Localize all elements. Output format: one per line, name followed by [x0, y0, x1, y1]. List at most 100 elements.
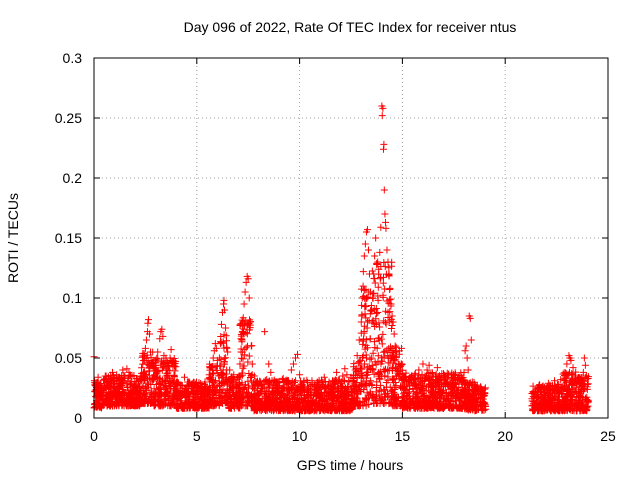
data-point	[391, 390, 399, 398]
data-point	[139, 374, 147, 382]
data-point	[239, 327, 247, 335]
data-point	[389, 318, 397, 326]
data-point	[147, 353, 155, 361]
data-point	[250, 372, 258, 380]
data-point	[382, 320, 390, 328]
data-point	[254, 396, 262, 404]
data-point	[548, 382, 556, 390]
data-point	[167, 384, 175, 392]
data-point	[419, 360, 427, 368]
data-point	[112, 394, 120, 402]
data-point	[160, 381, 168, 389]
data-point	[151, 371, 159, 379]
data-point	[245, 391, 253, 399]
data-point	[266, 377, 274, 385]
data-point	[436, 374, 444, 382]
data-point	[562, 399, 570, 407]
data-point	[563, 390, 571, 398]
data-point	[341, 393, 349, 401]
x-tick-label: 25	[600, 428, 616, 444]
data-point	[377, 381, 385, 389]
data-point	[125, 390, 133, 398]
data-point	[578, 374, 586, 382]
data-point	[390, 330, 398, 338]
data-point	[387, 325, 395, 333]
data-point	[183, 392, 191, 400]
data-point	[389, 359, 397, 367]
data-point	[300, 378, 308, 386]
data-point	[115, 384, 123, 392]
data-point	[455, 375, 463, 383]
data-point	[159, 378, 167, 386]
data-point	[240, 300, 248, 308]
data-point	[296, 382, 304, 390]
data-point	[316, 380, 324, 388]
data-point	[217, 339, 225, 347]
data-point	[327, 407, 335, 415]
y-tick-label: 0	[74, 410, 82, 426]
data-point	[308, 377, 316, 385]
data-point	[334, 397, 342, 405]
data-point	[434, 404, 442, 412]
data-point	[447, 389, 455, 397]
data-point	[376, 375, 384, 383]
data-point	[142, 336, 150, 344]
data-point	[384, 258, 392, 266]
data-point	[218, 380, 226, 388]
data-point	[426, 404, 434, 412]
data-point	[361, 303, 369, 311]
data-point	[104, 385, 112, 393]
data-point	[163, 390, 171, 398]
data-point	[426, 397, 434, 405]
x-tick-label: 10	[292, 428, 308, 444]
data-point	[399, 397, 407, 405]
data-point	[380, 399, 388, 407]
data-point	[470, 380, 478, 388]
data-point	[164, 360, 172, 368]
data-point	[546, 386, 554, 394]
data-point	[370, 289, 378, 297]
data-point	[237, 398, 245, 406]
data-point	[429, 394, 437, 402]
data-point	[219, 371, 227, 379]
data-point	[386, 317, 394, 325]
data-point	[474, 398, 482, 406]
data-point	[130, 394, 138, 402]
data-point	[541, 395, 549, 403]
data-point	[339, 407, 347, 415]
data-point	[461, 385, 469, 393]
data-point	[325, 406, 333, 414]
data-point	[180, 373, 188, 381]
data-point	[167, 346, 175, 354]
data-point	[564, 371, 572, 379]
data-point	[117, 376, 125, 384]
data-point	[304, 383, 312, 391]
y-tick-label: 0.05	[55, 350, 82, 366]
data-point	[349, 390, 357, 398]
data-point	[245, 352, 253, 360]
data-point	[574, 404, 582, 412]
data-point	[363, 364, 371, 372]
x-tick-label: 15	[395, 428, 411, 444]
data-point	[377, 335, 385, 343]
data-point	[237, 372, 245, 380]
data-point	[95, 380, 103, 388]
data-point	[428, 373, 436, 381]
data-point	[379, 104, 387, 112]
data-point	[166, 354, 174, 362]
data-point	[310, 406, 318, 414]
data-point	[234, 373, 242, 381]
data-point	[357, 318, 365, 326]
data-point	[339, 372, 347, 380]
data-point	[449, 398, 457, 406]
data-point	[266, 397, 274, 405]
data-point	[359, 340, 367, 348]
data-point	[532, 385, 540, 393]
data-point	[194, 391, 202, 399]
data-point	[223, 337, 231, 345]
data-point	[442, 390, 450, 398]
data-point	[544, 379, 552, 387]
data-point	[467, 336, 475, 344]
data-point	[565, 370, 573, 378]
